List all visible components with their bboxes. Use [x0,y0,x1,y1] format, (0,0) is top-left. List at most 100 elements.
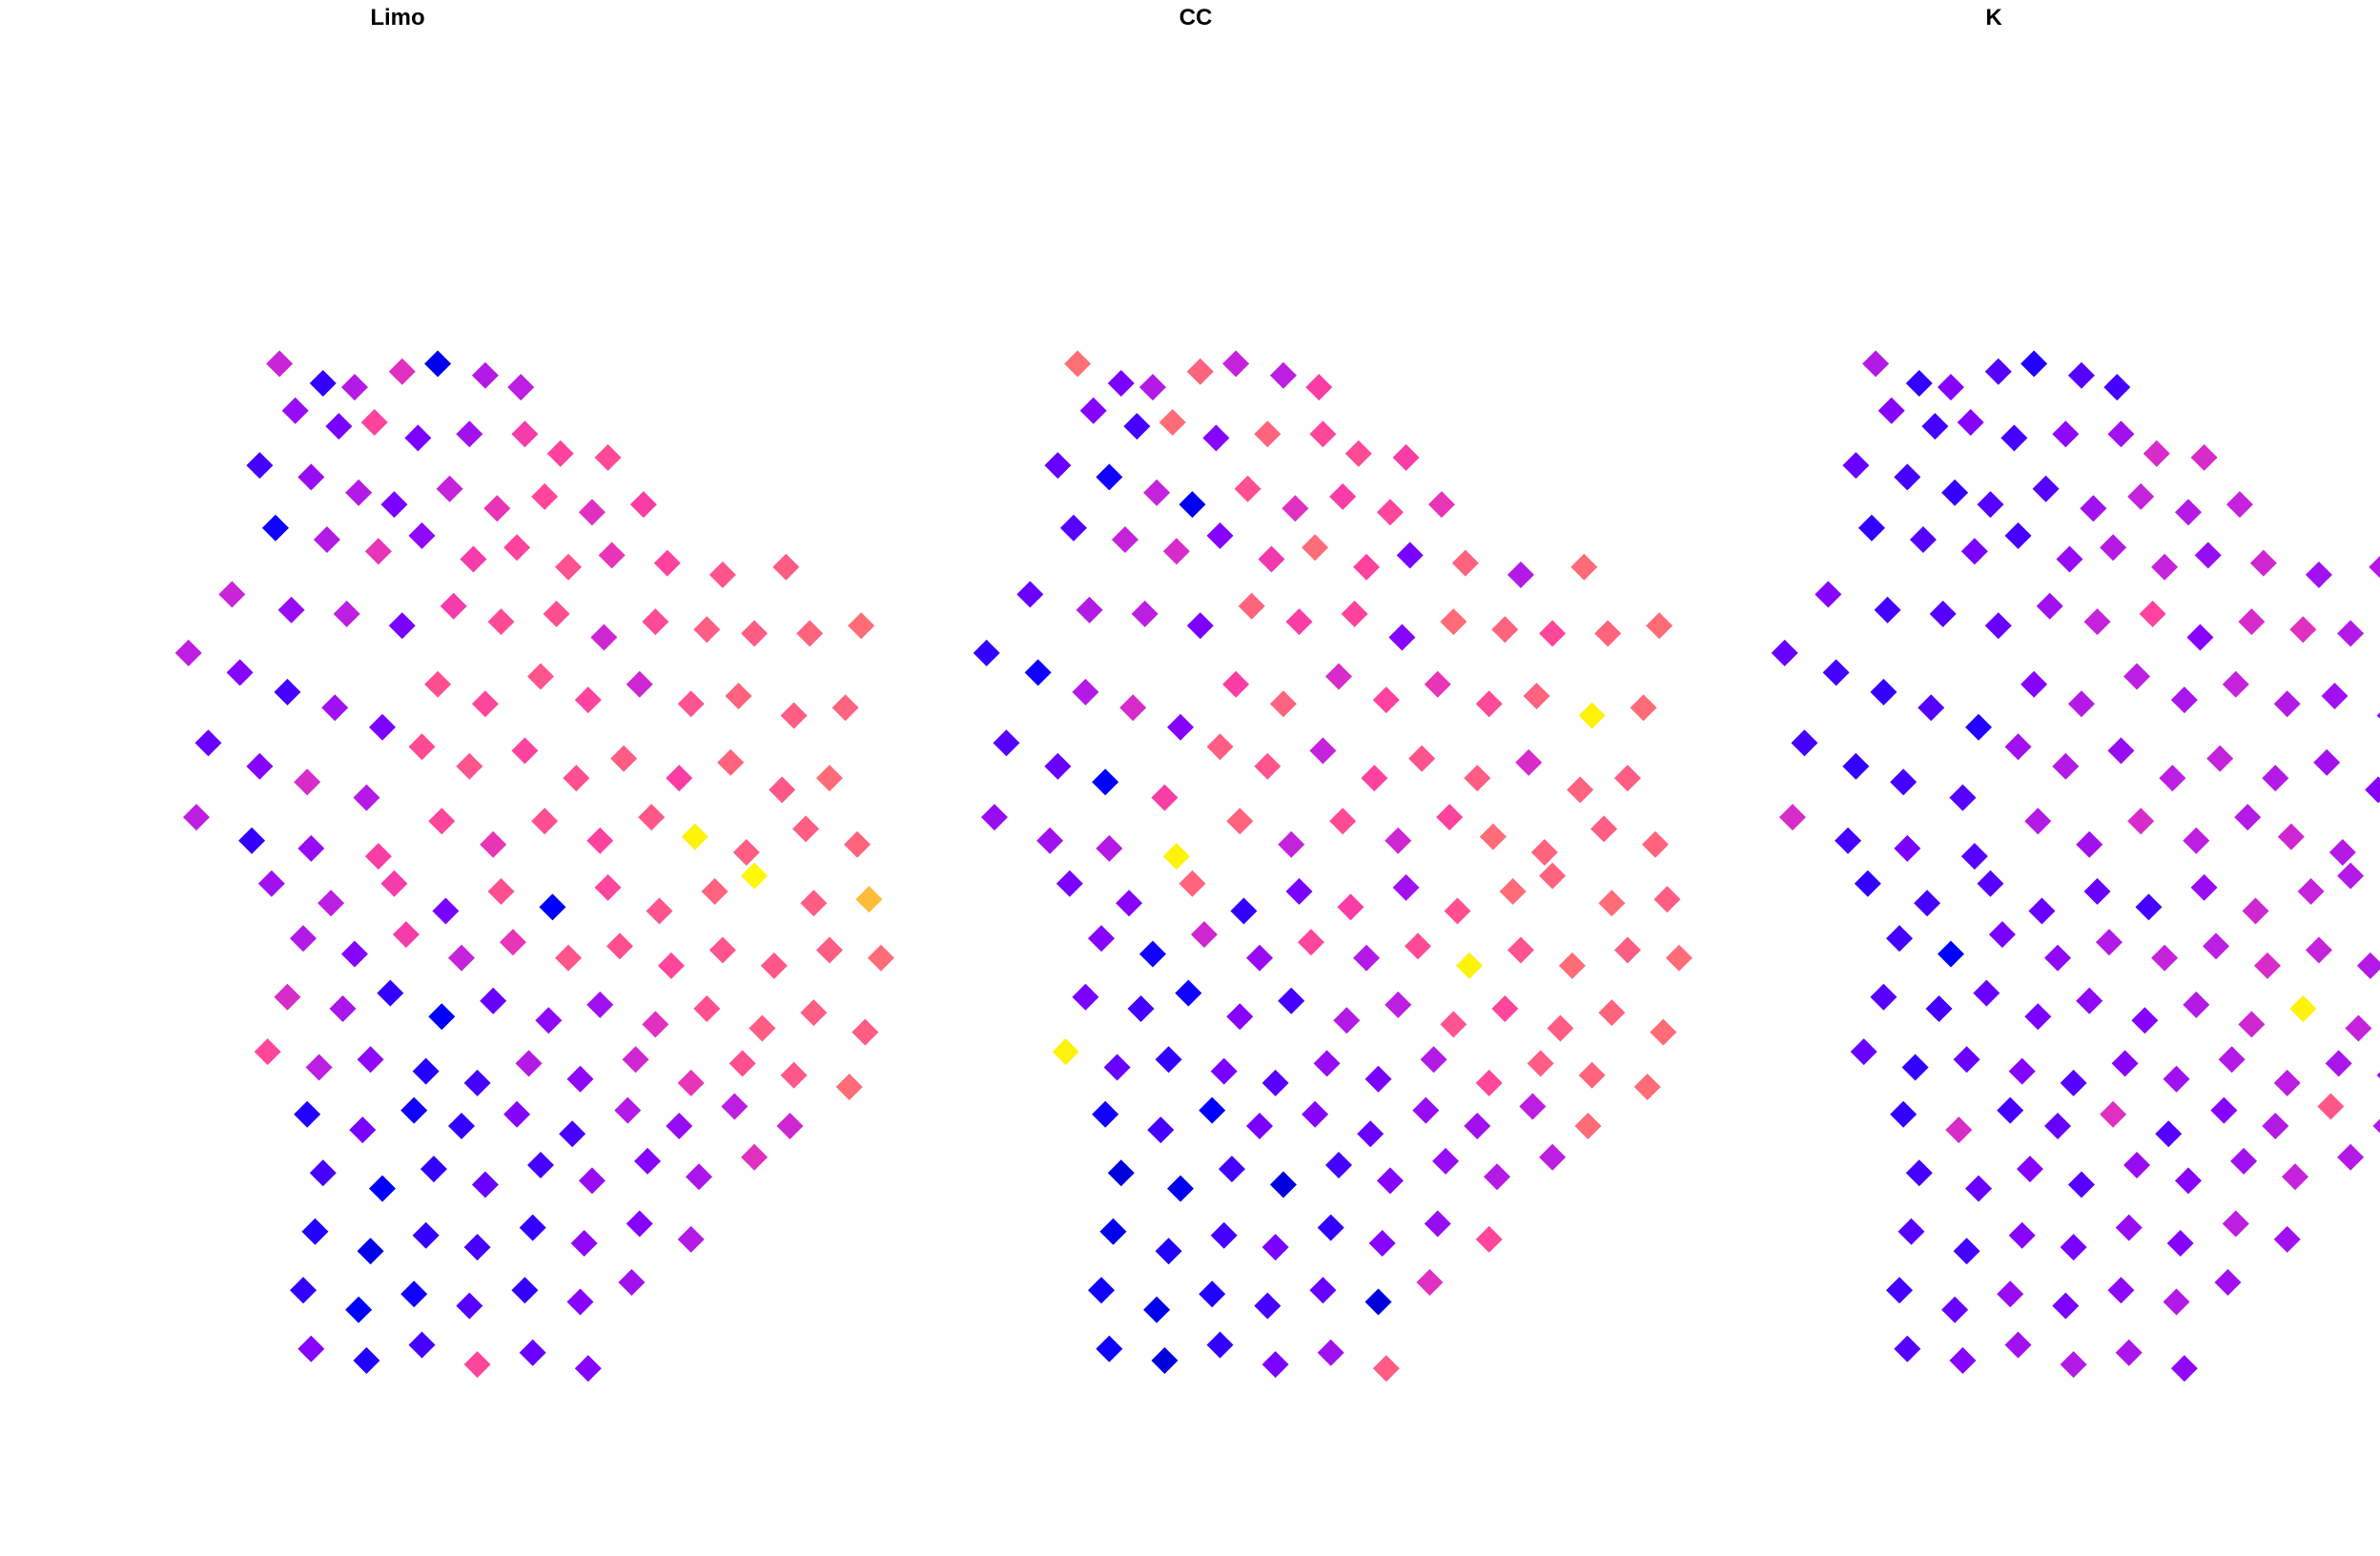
point-cc-5 [1269,361,1297,389]
point-limo-58 [677,690,705,718]
point-limo-116 [480,987,507,1014]
point-limo-139 [448,1113,475,1139]
point-limo-111 [867,944,894,972]
point-limo-41 [543,600,570,627]
point-k-32 [2249,549,2277,577]
point-k-91 [2028,897,2056,925]
point-cc-61 [1630,694,1657,722]
point-k-39 [2036,592,2063,620]
point-limo-84 [681,823,708,850]
point-limo-161 [626,1210,653,1238]
point-cc-124 [1052,1038,1079,1066]
panel-cc: CC [973,5,1693,1382]
point-k-38 [1984,612,2012,640]
point-k-166 [2052,1292,2080,1320]
point-k-73 [2365,776,2380,804]
point-cc-18 [1179,491,1206,519]
point-k-8 [1921,413,1949,440]
point-limo-126 [357,1046,384,1074]
point-limo-70 [610,745,638,772]
point-cc-133 [1527,1050,1554,1077]
point-limo-112 [274,983,301,1011]
point-k-83 [2234,804,2262,831]
point-cc-111 [1665,944,1693,972]
point-cc-132 [1475,1069,1503,1096]
point-cc-31 [1396,542,1424,569]
point-limo-120 [693,995,721,1022]
point-cc-117 [1333,1007,1361,1034]
point-limo-46 [796,620,824,647]
point-limo-95 [646,897,673,925]
point-limo-16 [298,463,325,491]
point-cc-164 [1143,1296,1171,1323]
point-cc-151 [1376,1167,1404,1195]
point-k-43 [2238,608,2266,636]
point-k-159 [2115,1214,2143,1241]
point-limo-125 [305,1054,333,1081]
panel-title-cc: CC [1180,5,1213,31]
point-k-18 [1977,491,2004,519]
point-k-121 [2345,1014,2372,1042]
point-cc-83 [1436,804,1464,831]
point-k-42 [2186,624,2214,651]
point-limo-74 [815,765,843,792]
point-k-94 [2190,873,2218,901]
point-limo-132 [677,1069,705,1096]
point-cc-108 [1507,936,1534,964]
point-cc-174 [1317,1339,1344,1366]
point-limo-88 [257,870,285,897]
point-cc-84 [1479,823,1507,850]
point-limo-135 [835,1074,863,1100]
point-limo-87 [844,830,871,858]
point-cc-54 [1269,690,1297,718]
point-k-171 [1949,1347,1977,1374]
point-cc-139 [1246,1113,1273,1139]
point-k-142 [2210,1096,2238,1124]
point-k-14 [2190,443,2218,471]
point-limo-6 [507,374,535,401]
point-cc-158 [1262,1234,1289,1261]
point-limo-104 [499,929,526,956]
point-cc-74 [1613,765,1641,792]
point-k-134 [2376,1072,2380,1079]
point-limo-91 [432,897,460,925]
point-cc-23 [1427,491,1455,519]
point-limo-143 [666,1113,693,1139]
point-k-16 [1894,463,1921,491]
point-cc-4 [1222,350,1250,378]
point-k-72 [2313,748,2341,776]
point-k-20 [2080,495,2107,522]
point-k-85 [2329,839,2356,866]
point-cc-114 [1175,979,1202,1007]
point-limo-129 [515,1050,543,1077]
point-k-71 [2262,765,2289,792]
point-limo-146 [309,1159,337,1187]
point-limo-109 [760,952,788,979]
point-k-68 [2107,737,2135,765]
point-k-126 [1953,1046,1980,1074]
point-cc-46 [1594,620,1622,647]
point-limo-21 [531,482,559,510]
point-limo-39 [440,592,467,620]
point-limo-7 [281,397,309,424]
point-k-154 [2337,1143,2365,1171]
point-limo-56 [574,686,602,714]
point-limo-36 [277,596,305,624]
point-cc-165 [1199,1280,1226,1308]
point-cc-79 [1226,808,1254,835]
point-cc-154 [1539,1143,1567,1171]
point-k-149 [2067,1171,2095,1198]
point-k-51 [1918,694,1945,722]
point-k-84 [2277,823,2305,850]
point-limo-108 [708,936,736,964]
point-limo-153 [686,1163,712,1191]
point-cc-71 [1464,765,1491,792]
point-limo-141 [559,1120,586,1148]
point-cc-43 [1440,608,1467,636]
point-k-88 [1854,870,1881,897]
point-k-62 [1791,729,1818,757]
point-k-144 [2317,1093,2345,1120]
point-limo-136 [294,1100,321,1128]
point-limo-34 [772,553,800,581]
